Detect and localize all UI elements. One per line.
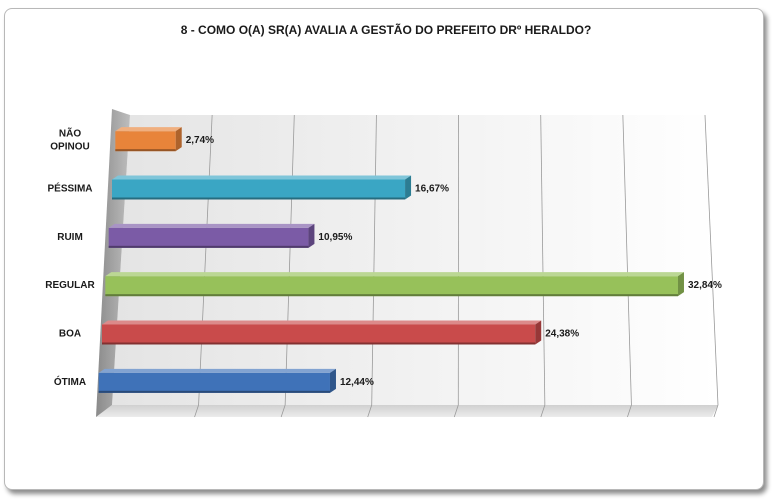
gridline [198, 114, 213, 406]
bar-bottom-edge [108, 245, 309, 248]
bar-bottom-edge [115, 149, 176, 152]
gridline [284, 114, 295, 406]
gridline [622, 114, 632, 406]
bar-bottom-edge [98, 390, 330, 393]
bar-front [108, 227, 309, 248]
bar-bottom-edge [102, 342, 536, 345]
bar-end [308, 223, 315, 248]
bar-front [102, 324, 536, 345]
chart-title: 8 - COMO O(A) SR(A) AVALIA A GESTÃO DO P… [181, 22, 592, 37]
gridline-floor [280, 404, 286, 418]
value-label: 2,74% [186, 135, 214, 146]
bar-top [115, 127, 182, 132]
bar-5 [98, 368, 336, 393]
gridline-floor [627, 404, 632, 418]
category-label: RUIM [57, 232, 83, 243]
bar-end [329, 368, 336, 393]
plot-floor [96, 405, 718, 417]
bar-bottom-edge [112, 197, 406, 200]
bar-1 [112, 175, 412, 200]
bar-end [677, 272, 684, 297]
bar-top [108, 223, 315, 228]
bar-top [105, 272, 684, 277]
bar-front [98, 372, 330, 393]
gridline [540, 114, 546, 406]
bar-3 [105, 272, 684, 297]
gridline-floor [713, 404, 719, 418]
category-label: REGULAR [45, 280, 95, 291]
value-label: 24,38% [545, 329, 579, 340]
bar-top [98, 368, 336, 373]
gridline-floor [194, 404, 199, 418]
bar-top [112, 175, 412, 180]
bar-end [405, 175, 412, 200]
gridline-floor [367, 404, 373, 418]
bar-front [112, 179, 406, 200]
bar-front [115, 131, 176, 152]
gridline-floor [453, 404, 459, 418]
bar-0 [115, 127, 182, 152]
labels: 2,74% NÃO OPINOU 16,67% PÉSSIMA 10,95% RUIM 32,… [45, 127, 722, 388]
category-label: NÃO OPINOU [50, 127, 89, 153]
category-label: BOA [59, 329, 81, 340]
bar-bottom-edge [105, 294, 678, 297]
bar-top [102, 320, 542, 325]
category-label: ÓTIMA [54, 375, 86, 388]
bar-4 [102, 320, 542, 345]
gridline [371, 114, 377, 406]
value-label: 12,44% [340, 377, 374, 388]
bar-end [175, 127, 182, 152]
value-label: 16,67% [415, 184, 449, 195]
bar-end [535, 320, 542, 345]
bars [98, 127, 684, 393]
bar-front [105, 276, 678, 297]
value-label: 32,84% [688, 280, 722, 291]
gridline-floor [540, 404, 546, 418]
bar-2 [108, 223, 315, 248]
category-label: PÉSSIMA [47, 182, 92, 195]
gridline [704, 114, 719, 406]
value-label: 10,95% [318, 232, 352, 243]
